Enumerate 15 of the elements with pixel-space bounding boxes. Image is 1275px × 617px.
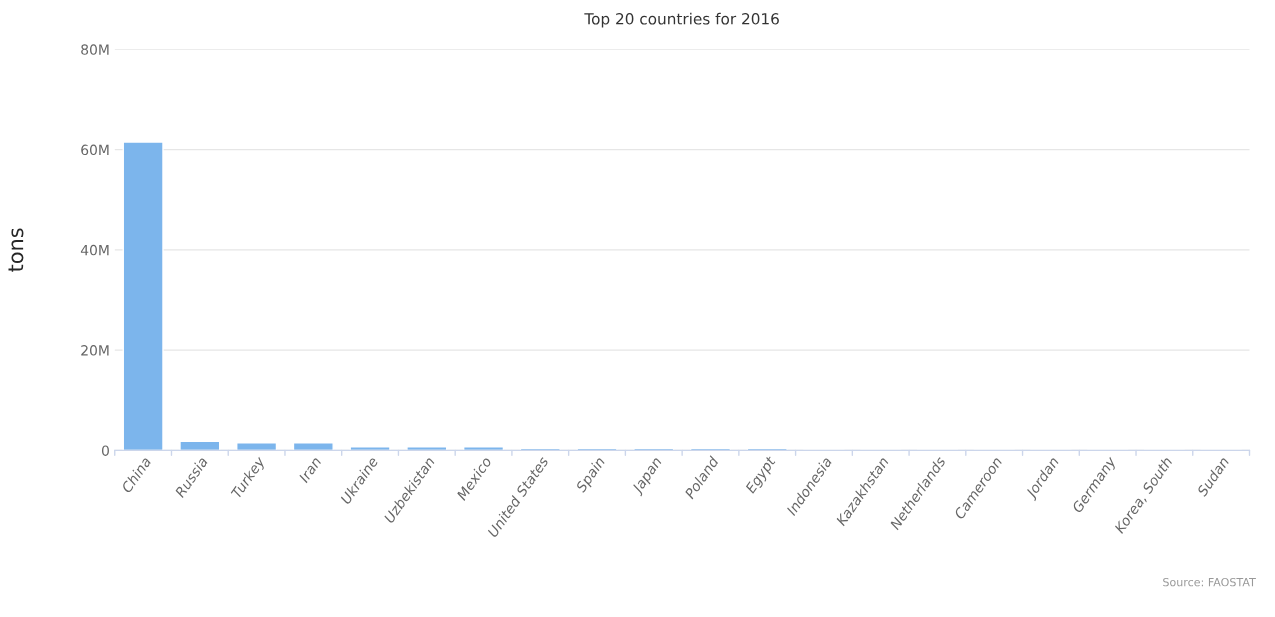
bar [349,446,391,451]
bar [179,440,221,451]
y-tick-label: 40M [80,244,109,256]
y-tick-label: 60M [81,144,109,156]
y-tick-label: 20M [81,345,109,356]
bar [406,446,448,451]
bar [236,442,278,451]
y-tick-label: 80M [81,44,109,55]
source-note: Source: FAOSTAT [1163,577,1256,587]
bar [292,442,334,451]
bar [122,141,164,451]
chart-title: Top 20 countries for 2016 [584,12,779,28]
bar [462,446,505,451]
y-axis-title: tons [8,228,24,272]
y-tick-label: 0 [101,445,109,456]
